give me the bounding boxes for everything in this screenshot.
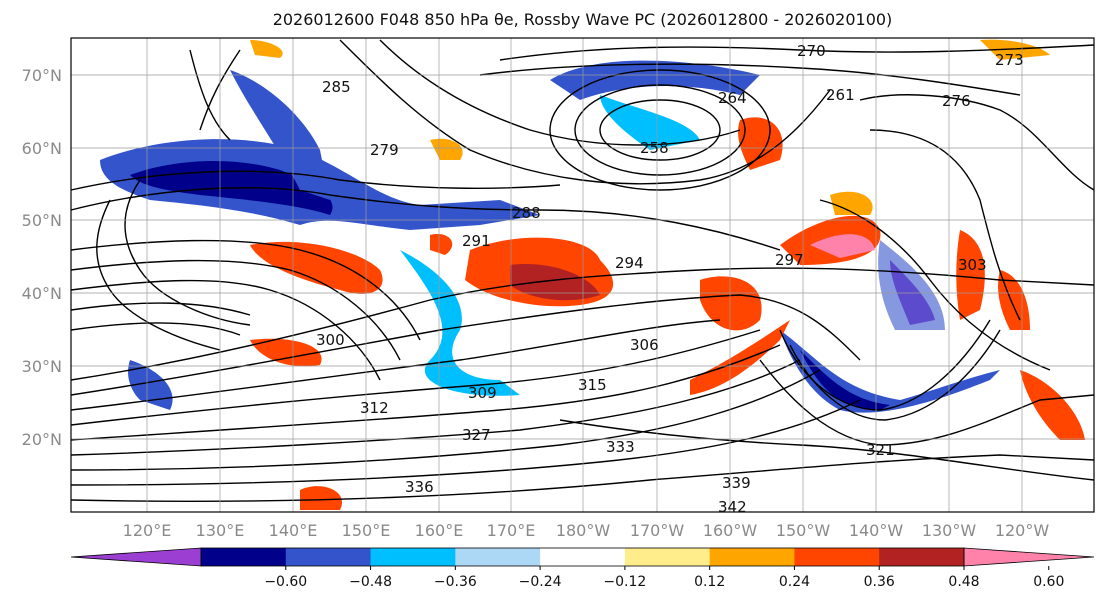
lon-label: 120°E (123, 521, 172, 540)
lon-label: 180°W (556, 521, 611, 540)
colorbar-max-extend (963, 547, 1095, 567)
lat-label: 70°N (22, 66, 62, 85)
lon-label: 150°W (776, 521, 831, 540)
colorbar-bin (709, 548, 795, 566)
contour-label: 288 (512, 204, 541, 222)
colorbar-bin (879, 548, 965, 566)
contour-label: 273 (995, 51, 1024, 69)
lon-label: 170°E (487, 521, 536, 540)
lon-label: 140°E (269, 521, 318, 540)
contour-label: 294 (615, 254, 644, 272)
colorbar-bin (455, 548, 541, 566)
theta-e-contours (70, 39, 1095, 502)
colorbar: −0.60 −0.48 −0.36 −0.24 −0.12 0.12 0.24 0.36 0.4… (70, 547, 1095, 590)
contour-label: 342 (718, 498, 747, 516)
contour-label: 339 (722, 474, 751, 492)
graticule (71, 38, 1094, 512)
contour-label: 264 (718, 89, 747, 107)
lon-label: 130°E (196, 521, 245, 540)
colorbar-tick-label: −0.24 (519, 574, 562, 590)
colorbar-bin (624, 548, 711, 566)
longitude-labels: 120°E 130°E 140°E 150°E 160°E 170°E 180°… (123, 521, 1050, 540)
lon-label: 160°E (415, 521, 464, 540)
anomaly-shading (100, 39, 1085, 510)
colorbar-tick-label: 0.24 (779, 574, 810, 590)
lat-label: 50°N (22, 211, 62, 230)
contour-label: 291 (462, 232, 491, 250)
contour-label: 258 (640, 139, 669, 157)
lat-label: 60°N (22, 139, 62, 158)
colorbar-tick-label: 0.12 (694, 574, 725, 590)
lat-label: 30°N (22, 357, 62, 376)
colorbar-tick-label: 0.36 (864, 574, 895, 590)
colorbar-bin (285, 548, 372, 566)
colorbar-tick-label: −0.36 (434, 574, 477, 590)
colorbar-tick-label: −0.60 (264, 574, 307, 590)
contour-label: 333 (606, 438, 635, 456)
contour-label: 303 (958, 256, 987, 274)
lon-label: 150°E (342, 521, 391, 540)
contour-label: 315 (578, 376, 607, 394)
colorbar-min-extend (70, 547, 202, 567)
contour-label: 297 (775, 251, 804, 269)
contour-label: 285 (322, 78, 351, 96)
lat-label: 40°N (22, 284, 62, 303)
map-title: 2026012600 F048 850 hPa θe, Rossby Wave … (272, 10, 893, 29)
contour-label: 300 (316, 331, 345, 349)
colorbar-frame (200, 547, 965, 567)
contour-label: 261 (826, 86, 855, 104)
contour-label: 321 (866, 441, 895, 459)
contour-label: 306 (630, 336, 659, 354)
colorbar-tick-label: 0.48 (948, 574, 979, 590)
contour-label: 276 (942, 92, 971, 110)
contour-label: 309 (468, 384, 497, 402)
lat-label: 20°N (22, 430, 62, 449)
colorbar-bin (370, 548, 456, 566)
lon-label: 160°W (703, 521, 758, 540)
colorbar-bin (201, 548, 287, 566)
colorbar-tick-label: −0.12 (603, 574, 646, 590)
contour-label: 327 (462, 426, 491, 444)
contour-label: 312 (360, 399, 389, 417)
contour-labels: 270 285 279 288 291 294 297 300 306 309 … (316, 42, 1024, 516)
map-panel (70, 37, 1095, 513)
lon-label: 170°W (630, 521, 685, 540)
latitude-labels: 70°N 60°N 50°N 40°N 30°N 20°N (22, 66, 62, 449)
colorbar-bin (794, 548, 880, 566)
colorbar-bin (540, 548, 626, 566)
contour-label: 270 (797, 42, 826, 60)
contour-label: 279 (370, 141, 399, 159)
contour-label: 336 (405, 478, 434, 496)
lon-label: 140°W (849, 521, 904, 540)
lon-label: 130°W (922, 521, 977, 540)
colorbar-tick-label: 0.60 (1033, 574, 1064, 590)
lon-label: 120°W (995, 521, 1050, 540)
colorbar-tick-label: −0.48 (349, 574, 392, 590)
